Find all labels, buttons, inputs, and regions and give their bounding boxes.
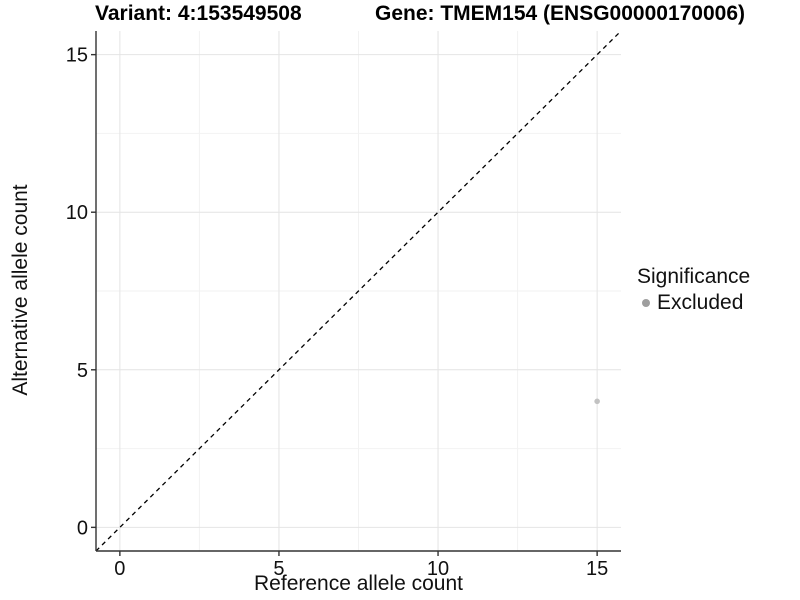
legend-item-excluded: Excluded bbox=[637, 291, 750, 315]
legend-item-label: Excluded bbox=[657, 291, 744, 314]
y-tick-label: 10 bbox=[66, 202, 88, 224]
y-tick-label: 5 bbox=[77, 360, 88, 382]
identity-reference-line bbox=[95, 30, 622, 552]
x-tick-label: 10 bbox=[427, 558, 449, 580]
gene-title: Gene: TMEM154 (ENSG00000170006) bbox=[375, 2, 746, 25]
x-axis-title: Reference allele count bbox=[254, 572, 463, 595]
legend: Significance Excluded bbox=[637, 265, 750, 315]
x-tick-label: 5 bbox=[273, 558, 284, 580]
legend-title: Significance bbox=[637, 265, 751, 288]
x-tick-label: 0 bbox=[114, 558, 125, 580]
legend-point-icon bbox=[642, 299, 650, 307]
y-axis-title: Alternative allele count bbox=[9, 184, 32, 396]
y-tick-label: 0 bbox=[77, 517, 88, 539]
data-point bbox=[594, 398, 600, 405]
variant-title: Variant: 4:153549508 bbox=[95, 2, 302, 25]
x-tick-label: 15 bbox=[586, 558, 608, 580]
y-tick-label: 15 bbox=[66, 45, 88, 67]
